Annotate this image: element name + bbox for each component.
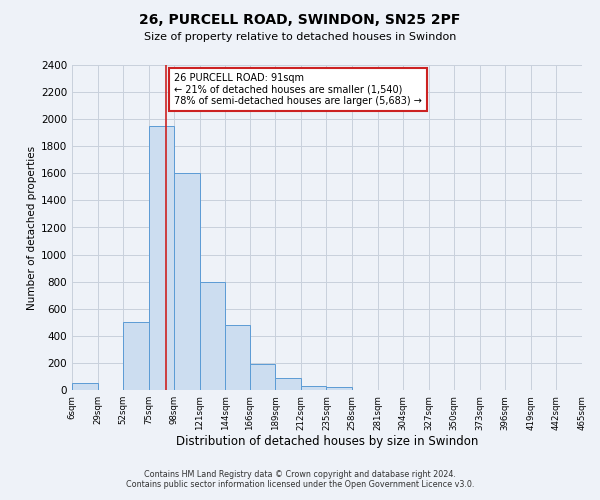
- Bar: [226, 325, 250, 390]
- Bar: [149, 126, 174, 390]
- Bar: [326, 388, 352, 390]
- Bar: [275, 378, 301, 390]
- Text: Size of property relative to detached houses in Swindon: Size of property relative to detached ho…: [144, 32, 456, 42]
- X-axis label: Distribution of detached houses by size in Swindon: Distribution of detached houses by size …: [176, 436, 478, 448]
- Bar: [200, 282, 226, 390]
- Text: 26, PURCELL ROAD, SWINDON, SN25 2PF: 26, PURCELL ROAD, SWINDON, SN25 2PF: [139, 12, 461, 26]
- Y-axis label: Number of detached properties: Number of detached properties: [27, 146, 37, 310]
- Bar: [174, 174, 200, 390]
- Text: 26 PURCELL ROAD: 91sqm
← 21% of detached houses are smaller (1,540)
78% of semi-: 26 PURCELL ROAD: 91sqm ← 21% of detached…: [174, 73, 422, 106]
- Bar: [72, 383, 98, 390]
- Text: Contains HM Land Registry data © Crown copyright and database right 2024.
Contai: Contains HM Land Registry data © Crown c…: [126, 470, 474, 489]
- Bar: [301, 386, 326, 390]
- Bar: [123, 322, 149, 390]
- Bar: [250, 364, 275, 390]
